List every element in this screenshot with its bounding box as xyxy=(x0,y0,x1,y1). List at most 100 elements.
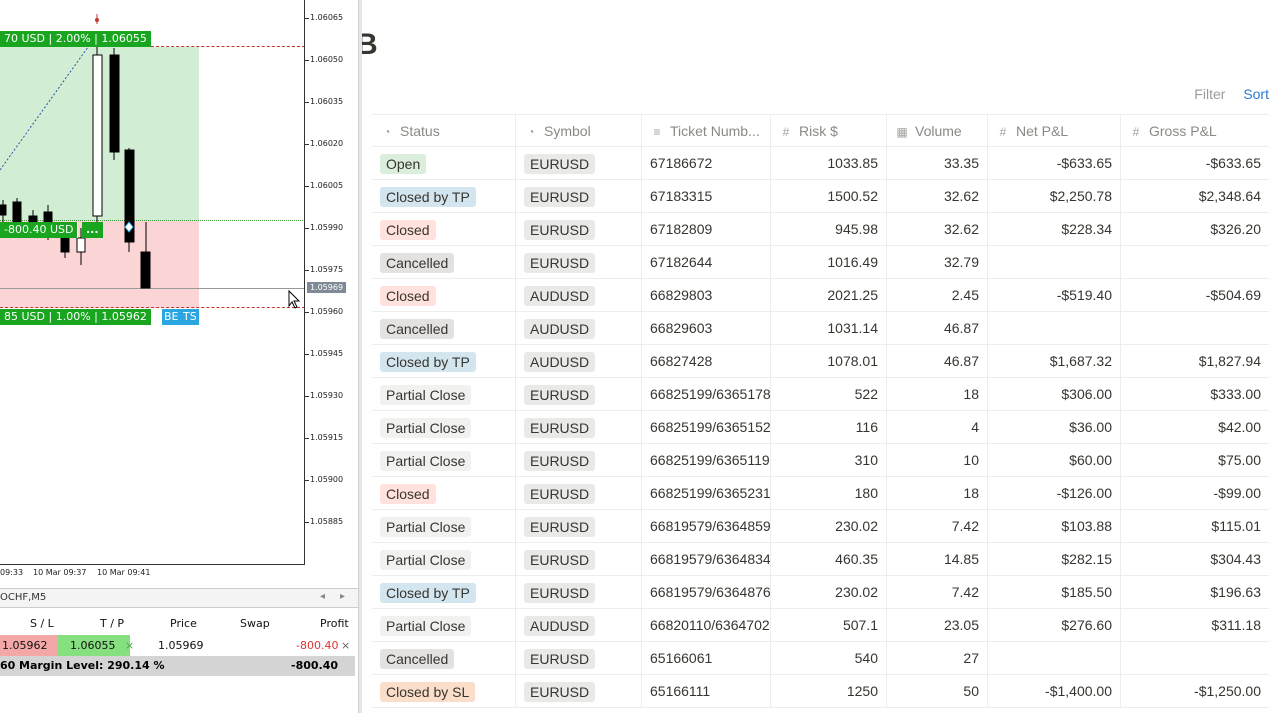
net-pnl-cell[interactable] xyxy=(988,312,1121,345)
status-cell[interactable]: Partial Close xyxy=(372,411,516,444)
risk-cell[interactable]: 230.02 xyxy=(771,510,887,543)
status-cell[interactable]: Cancelled xyxy=(372,246,516,279)
table-row[interactable]: Closed AUDUSD 66829803 2021.25 2.45 -$519.40 -… xyxy=(372,279,1269,312)
ticket-cell[interactable]: 65166111 xyxy=(642,675,771,708)
risk-cell[interactable]: 230.02 xyxy=(771,576,887,609)
gross-pnl-cell[interactable]: -$504.69 xyxy=(1205,287,1261,303)
ticket-cell[interactable]: 66819579/6364834 xyxy=(642,543,771,576)
volume-cell[interactable]: 32.79 xyxy=(887,246,988,279)
symbol-cell[interactable]: AUDUSD xyxy=(516,609,642,642)
risk-cell[interactable]: 310 xyxy=(771,444,887,477)
risk-cell[interactable]: 116 xyxy=(771,411,887,444)
symbol-cell[interactable]: AUDUSD xyxy=(516,279,642,312)
risk-cell[interactable]: 460.35 xyxy=(771,543,887,576)
net-pnl-cell[interactable]: $282.15 xyxy=(988,543,1121,576)
status-cell[interactable]: Partial Close xyxy=(372,378,516,411)
status-cell[interactable]: Closed by TP xyxy=(372,345,516,378)
risk-cell[interactable]: 945.98 xyxy=(771,213,887,246)
risk-cell[interactable]: 540 xyxy=(771,642,887,675)
volume-cell[interactable]: 7.42 xyxy=(887,576,988,609)
risk-cell[interactable]: 180 xyxy=(771,477,887,510)
ticket-cell[interactable]: 65166061 xyxy=(642,642,771,675)
column-header-volume[interactable]: ▦ Volume xyxy=(887,115,988,148)
status-cell[interactable]: Cancelled xyxy=(372,642,516,675)
tp-cell[interactable]: 1.06055 × xyxy=(58,635,134,657)
symbol-cell[interactable]: EURUSD xyxy=(516,378,642,411)
volume-cell[interactable]: 33.35 xyxy=(887,147,988,180)
net-pnl-cell[interactable]: $60.00 xyxy=(988,444,1121,477)
volume-cell[interactable]: 46.87 xyxy=(887,345,988,378)
risk-cell[interactable]: 1016.49 xyxy=(771,246,887,279)
status-cell[interactable]: Open xyxy=(372,147,516,180)
status-cell[interactable]: Closed xyxy=(372,213,516,246)
volume-cell[interactable]: 32.62 xyxy=(887,180,988,213)
risk-cell[interactable]: 1250 xyxy=(771,675,887,708)
table-row[interactable]: Cancelled EURUSD 67182644 1016.49 32.79 xyxy=(372,246,1269,279)
symbol-cell[interactable]: AUDUSD xyxy=(516,312,642,345)
status-cell[interactable]: Partial Close xyxy=(372,609,516,642)
net-pnl-cell[interactable] xyxy=(988,246,1121,279)
ticket-cell[interactable]: 66820110/6364702 xyxy=(642,609,771,642)
net-pnl-cell[interactable]: $2,250.78 xyxy=(988,180,1121,213)
ticket-cell[interactable]: 67182644 xyxy=(642,246,771,279)
table-row[interactable]: Partial Close EURUSD 66825199/6365152 116 4 $… xyxy=(372,411,1269,444)
net-pnl-cell[interactable]: $103.88 xyxy=(988,510,1121,543)
column-header-gross-pnl[interactable]: # Gross P&L xyxy=(1121,115,1269,148)
ticket-cell[interactable]: 66827428 xyxy=(642,345,771,378)
gross-pnl-cell[interactable]: $1,827.94 xyxy=(1198,353,1261,369)
net-pnl-cell[interactable] xyxy=(988,642,1121,675)
chevron-right-icon[interactable]: ▸ xyxy=(340,591,346,602)
symbol-cell[interactable]: EURUSD xyxy=(516,444,642,477)
gross-pnl-cell[interactable]: $311.18 xyxy=(1211,617,1261,633)
volume-cell[interactable]: 46.87 xyxy=(887,312,988,345)
table-row[interactable]: Closed by TP EURUSD 66819579/6364876 230.02… xyxy=(372,576,1269,609)
gross-pnl-cell[interactable]: $42.00 xyxy=(1218,419,1261,435)
column-header-ticket[interactable]: ≡ Ticket Numb... xyxy=(642,115,771,148)
symbol-cell[interactable]: EURUSD xyxy=(516,477,642,510)
column-header-net-pnl[interactable]: # Net P&L xyxy=(988,115,1121,148)
ticket-cell[interactable]: 66825199/6365231 xyxy=(642,477,771,510)
ticket-cell[interactable]: 67183315 xyxy=(642,180,771,213)
risk-cell[interactable]: 1078.01 xyxy=(771,345,887,378)
price-chart[interactable]: 70 USD | 2.00% | 1.06055 -800.40 USD ...… xyxy=(0,0,305,565)
table-row[interactable]: Closed by TP AUDUSD 66827428 1078.01 46.87 $1… xyxy=(372,345,1269,378)
position-tag-more-button[interactable]: ... xyxy=(82,222,103,238)
volume-cell[interactable]: 18 xyxy=(887,378,988,411)
volume-cell[interactable]: 50 xyxy=(887,675,988,708)
volume-cell[interactable]: 27 xyxy=(887,642,988,675)
stop-loss-line[interactable] xyxy=(0,307,304,308)
table-row[interactable]: Partial Close EURUSD 66825199/6365178 522 18… xyxy=(372,378,1269,411)
net-pnl-cell[interactable]: -$633.65 xyxy=(988,147,1121,180)
column-header-symbol[interactable]: ◔ Symbol xyxy=(516,115,642,148)
ticket-cell[interactable]: 66829603 xyxy=(642,312,771,345)
ticket-cell[interactable]: 66825199/6365178 xyxy=(642,378,771,411)
net-pnl-cell[interactable]: $185.50 xyxy=(988,576,1121,609)
net-pnl-cell[interactable]: $1,687.32 xyxy=(988,345,1121,378)
column-header-swap[interactable]: Swap xyxy=(240,617,270,630)
sort-button[interactable]: Sort xyxy=(1243,86,1269,102)
take-profit-tag[interactable]: 70 USD | 2.00% | 1.06055 xyxy=(0,31,151,47)
gross-pnl-cell[interactable] xyxy=(1121,312,1269,345)
symbol-cell[interactable]: EURUSD xyxy=(516,576,642,609)
symbol-cell[interactable]: EURUSD xyxy=(516,543,642,576)
gross-pnl-cell[interactable]: $304.43 xyxy=(1210,551,1261,567)
net-pnl-cell[interactable]: $36.00 xyxy=(988,411,1121,444)
symbol-cell[interactable]: EURUSD xyxy=(516,642,642,675)
ticket-cell[interactable]: 66819579/6364876 xyxy=(642,576,771,609)
take-profit-line[interactable] xyxy=(0,46,304,47)
table-row[interactable]: Cancelled AUDUSD 66829603 1031.14 46.87 xyxy=(372,312,1269,345)
breakeven-button[interactable]: BE xyxy=(162,309,181,325)
risk-cell[interactable]: 1500.52 xyxy=(771,180,887,213)
status-cell[interactable]: Closed xyxy=(372,279,516,312)
status-cell[interactable]: Closed xyxy=(372,477,516,510)
table-row[interactable]: Cancelled EURUSD 65166061 540 27 xyxy=(372,642,1269,675)
symbol-cell[interactable]: EURUSD xyxy=(516,246,642,279)
table-row[interactable]: Closed EURUSD 66825199/6365231 180 18 -$126.0… xyxy=(372,477,1269,510)
volume-cell[interactable]: 18 xyxy=(887,477,988,510)
symbol-cell[interactable]: EURUSD xyxy=(516,510,642,543)
risk-cell[interactable]: 2021.25 xyxy=(771,279,887,312)
stop-loss-tag[interactable]: 85 USD | 1.00% | 1.05962 xyxy=(0,309,151,325)
ticket-cell[interactable]: 66829803 xyxy=(642,279,771,312)
gross-pnl-cell[interactable] xyxy=(1121,246,1269,279)
net-pnl-cell[interactable]: -$1,400.00 xyxy=(988,675,1121,708)
